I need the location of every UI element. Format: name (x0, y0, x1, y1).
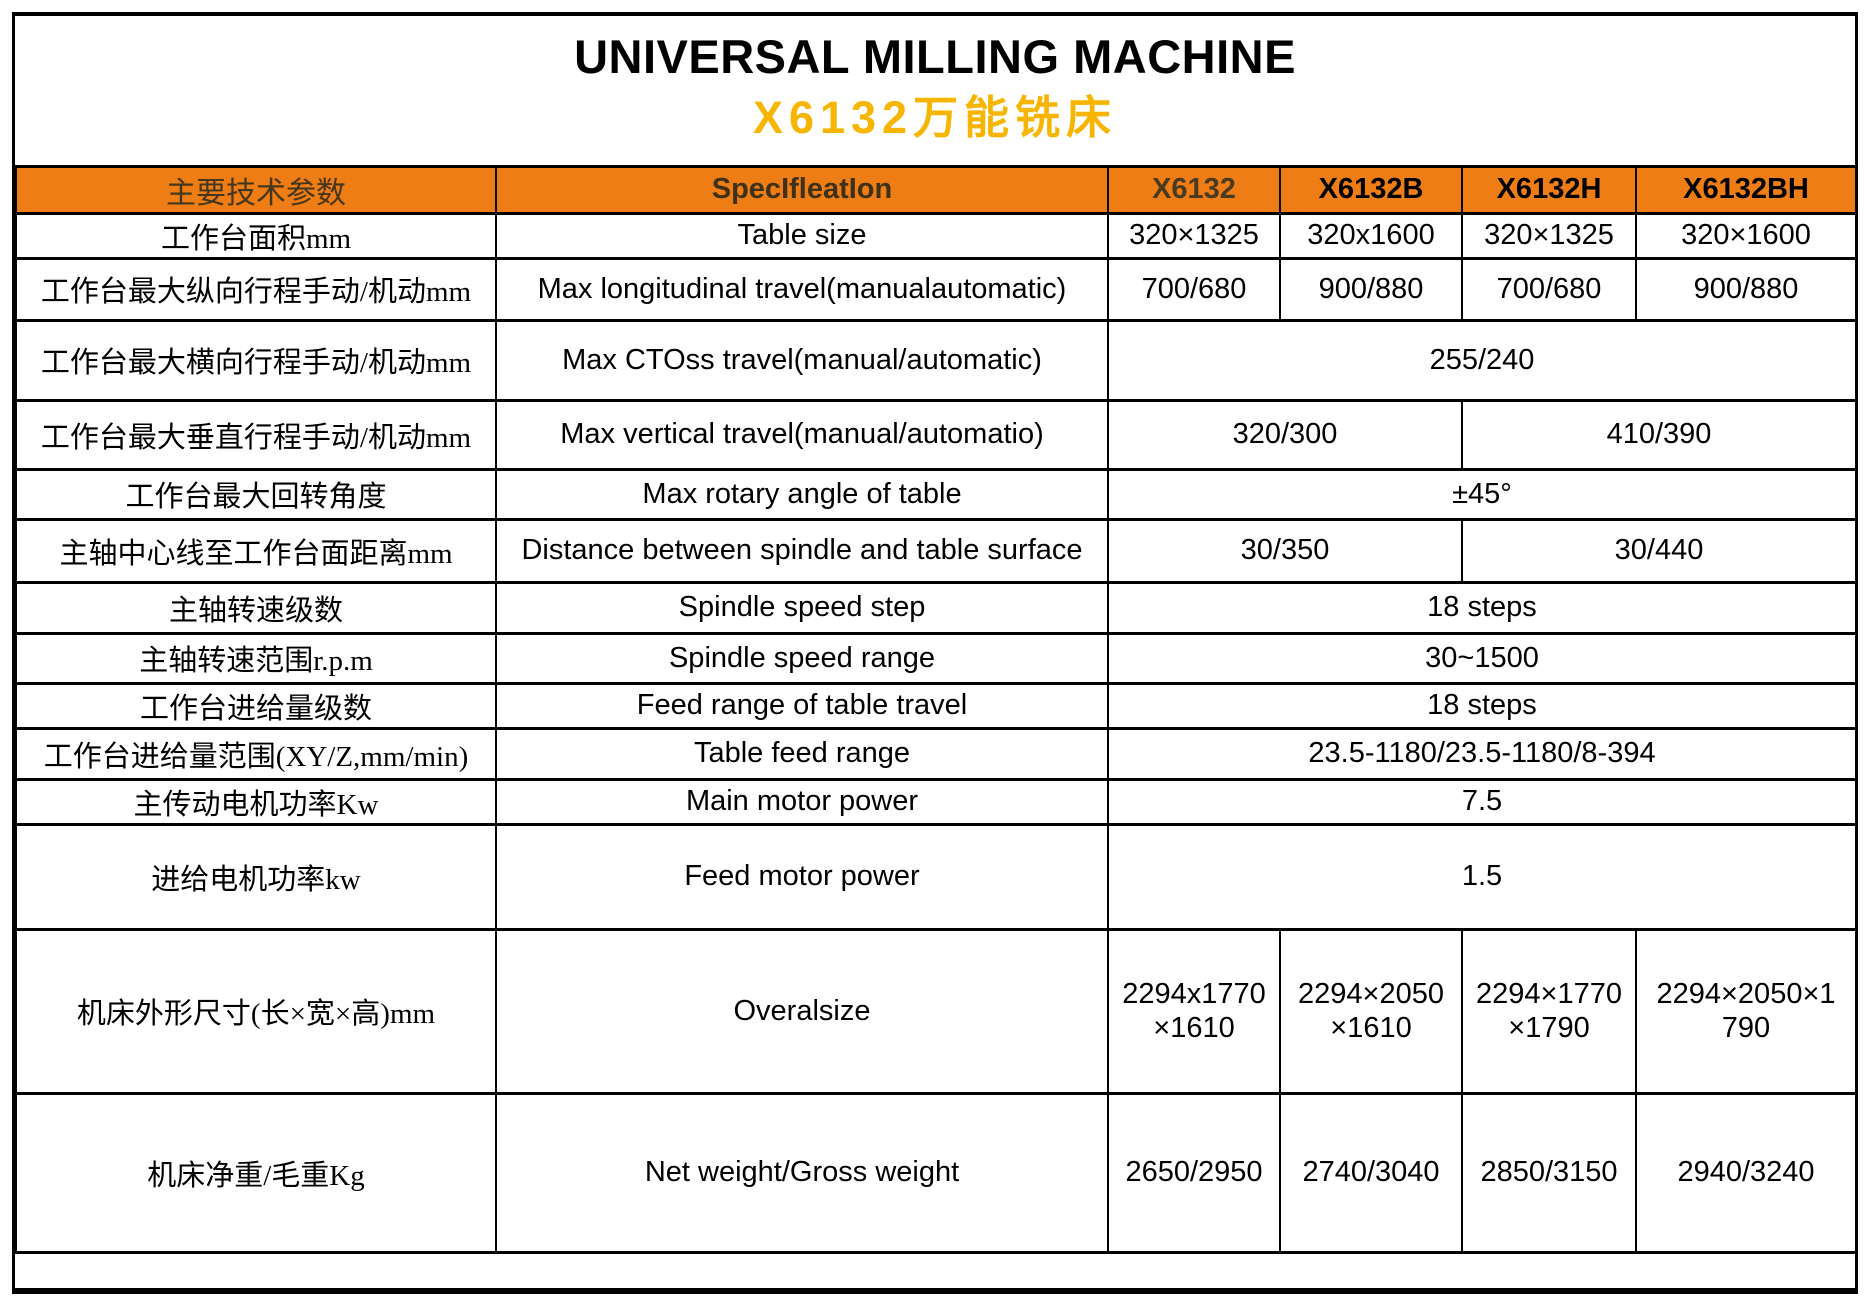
value-all-models: 1.5 (1107, 822, 1857, 931)
value-all-models: 7.5 (1107, 777, 1857, 826)
param-cn: 工作台最大回转角度 (15, 467, 497, 521)
value-x6132b: 2294×2050 ×1610 (1279, 927, 1463, 1095)
table-header-row: 主要技术参数 SpecIfleatIon X6132 X6132B X6132H… (15, 164, 1857, 215)
value-x6132b: 320x1600 (1279, 211, 1463, 260)
spec-en: Main motor power (495, 777, 1109, 826)
param-cn: 工作台进给量级数 (15, 681, 497, 730)
value-x6132b: 900/880 (1279, 256, 1463, 322)
value-all-models: ±45° (1107, 467, 1857, 521)
value-x6132b: 2740/3040 (1279, 1091, 1463, 1254)
param-cn: 机床净重/毛重Kg (15, 1091, 497, 1254)
value-x6132bh: 900/880 (1635, 256, 1857, 322)
value-x6132h-x6132bh: 410/390 (1461, 398, 1857, 471)
param-cn: 进给电机功率kw (15, 822, 497, 931)
value-x6132h: 2294×1770 ×1790 (1461, 927, 1637, 1095)
param-cn: 主传动电机功率Kw (15, 777, 497, 826)
page-subtitle: X6132万能铣床 (752, 92, 1118, 144)
header-model-x6132h: X6132H (1461, 164, 1637, 215)
spec-en: Max CTOss travel(manual/automatic) (495, 318, 1109, 402)
value-x6132bh: 320×1600 (1635, 211, 1857, 260)
header-model-x6132b: X6132B (1279, 164, 1463, 215)
param-cn: 工作台最大垂直行程手动/机动mm (15, 398, 497, 471)
header-model-x6132: X6132 (1107, 164, 1281, 215)
header-param: 主要技术参数 (15, 164, 497, 215)
value-x6132: 2650/2950 (1107, 1091, 1281, 1254)
value-x6132bh: 2294×2050×1 790 (1635, 927, 1857, 1095)
spec-en: Spindle speed step (495, 580, 1109, 635)
table-row-feed-range: 工作台进给量范围(XY/Z,mm/min) Table feed range 2… (15, 726, 1857, 781)
param-cn: 主轴转速范围r.p.m (15, 631, 497, 685)
value-x6132h: 2850/3150 (1461, 1091, 1637, 1254)
spec-en: Max rotary angle of table (495, 467, 1109, 521)
value-all-models: 18 steps (1107, 580, 1857, 635)
table-row-feed-step: 工作台进给量级数 Feed range of table travel 18 s… (15, 681, 1857, 730)
param-cn: 主轴转速级数 (15, 580, 497, 635)
table-row-longitudinal-travel: 工作台最大纵向行程手动/机动mm Max longitudinal travel… (15, 256, 1857, 322)
table-row-vertical-travel: 工作台最大垂直行程手动/机动mm Max vertical travel(man… (15, 398, 1857, 471)
param-cn: 工作台进给量范围(XY/Z,mm/min) (15, 726, 497, 781)
spec-en: Max longitudinal travel(manualautomatic) (495, 256, 1109, 322)
spec-en: Table feed range (495, 726, 1109, 781)
spec-table: 主要技术参数 SpecIfleatIon X6132 X6132B X6132H… (15, 164, 1857, 1254)
value-all-models: 255/240 (1107, 318, 1857, 402)
param-cn: 主轴中心线至工作台面距离mm (15, 517, 497, 584)
value-x6132h: 320×1325 (1461, 211, 1637, 260)
table-row-speed-range: 主轴转速范围r.p.m Spindle speed range 30~1500 (15, 631, 1857, 685)
document-frame: UNIVERSAL MILLING MACHINE X6132万能铣床 主要技术… (12, 12, 1858, 1294)
value-x6132-x6132b: 30/350 (1107, 517, 1463, 584)
value-x6132: 700/680 (1107, 256, 1281, 322)
spec-en: Overalsize (495, 927, 1109, 1095)
value-all-models: 23.5-1180/23.5-1180/8-394 (1107, 726, 1857, 781)
value-x6132: 320×1325 (1107, 211, 1281, 260)
spec-en: Distance between spindle and table surfa… (495, 517, 1109, 584)
spec-en: Feed motor power (495, 822, 1109, 931)
param-cn: 工作台最大纵向行程手动/机动mm (15, 256, 497, 322)
value-x6132h-x6132bh: 30/440 (1461, 517, 1857, 584)
spec-en: Spindle speed range (495, 631, 1109, 685)
table-row-cross-travel: 工作台最大横向行程手动/机动mm Max CTOss travel(manual… (15, 318, 1857, 402)
param-cn: 机床外形尺寸(长×宽×高)mm (15, 927, 497, 1095)
spec-en: Max vertical travel(manual/automatio) (495, 398, 1109, 471)
table-row-spindle-distance: 主轴中心线至工作台面距离mm Distance between spindle … (15, 517, 1857, 584)
value-all-models: 18 steps (1107, 681, 1857, 730)
table-row-feed-motor: 进给电机功率kw Feed motor power 1.5 (15, 822, 1857, 931)
table-row-weight: 机床净重/毛重Kg Net weight/Gross weight 2650/2… (15, 1091, 1857, 1254)
table-row-main-motor: 主传动电机功率Kw Main motor power 7.5 (15, 777, 1857, 826)
param-cn: 工作台面积mm (15, 211, 497, 260)
table-row-table-size: 工作台面积mm Table size 320×1325 320x1600 320… (15, 211, 1857, 260)
header-model-x6132bh: X6132BH (1635, 164, 1857, 215)
value-x6132: 2294x1770 ×1610 (1107, 927, 1281, 1095)
value-x6132-x6132b: 320/300 (1107, 398, 1463, 471)
table-row-speed-step: 主轴转速级数 Spindle speed step 18 steps (15, 580, 1857, 635)
spec-en: Net weight/Gross weight (495, 1091, 1109, 1254)
param-cn: 工作台最大横向行程手动/机动mm (15, 318, 497, 402)
page-title: UNIVERSAL MILLING MACHINE (574, 30, 1296, 83)
table-row-overall-size: 机床外形尺寸(长×宽×高)mm Overalsize 2294x1770 ×16… (15, 927, 1857, 1095)
table-row-rotary-angle: 工作台最大回转角度 Max rotary angle of table ±45° (15, 467, 1857, 521)
value-all-models: 30~1500 (1107, 631, 1857, 685)
spec-en: Table size (495, 211, 1109, 260)
header-spec: SpecIfleatIon (495, 164, 1109, 215)
value-x6132h: 700/680 (1461, 256, 1637, 322)
spec-en: Feed range of table travel (495, 681, 1109, 730)
value-x6132bh: 2940/3240 (1635, 1091, 1857, 1254)
